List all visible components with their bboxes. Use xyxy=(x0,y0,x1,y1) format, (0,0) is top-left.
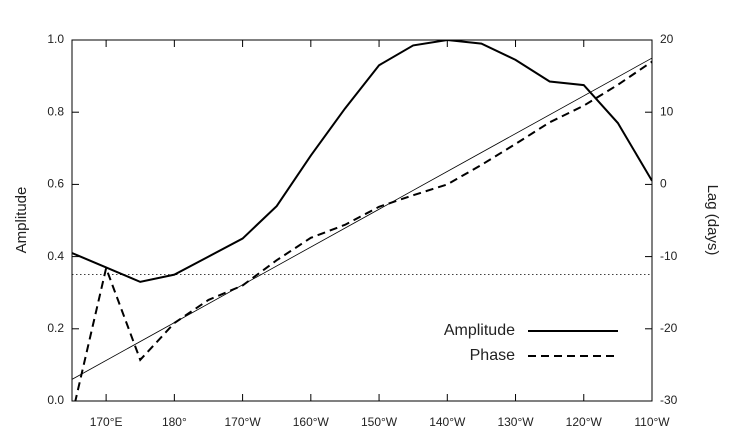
x-tick-label: 180° xyxy=(162,415,187,429)
reference-line xyxy=(72,57,652,380)
y2-axis-label: Lag (days) xyxy=(704,185,721,256)
y2-tick-label: 0 xyxy=(660,177,667,191)
y-tick-label: 0.0 xyxy=(47,393,64,407)
y-tick-label: 1.0 xyxy=(47,32,64,46)
plot-frame xyxy=(71,39,653,402)
x-tick-label: 160°W xyxy=(293,415,330,429)
x-tick-label: 110°W xyxy=(634,415,670,429)
series-line xyxy=(74,60,652,401)
y2-tick-label: -10 xyxy=(660,249,678,263)
x-tick-label: 130°W xyxy=(497,415,534,429)
legend-label: Amplitude xyxy=(444,322,515,339)
x-tick-label: 120°W xyxy=(566,415,603,429)
x-tick-label: 140°W xyxy=(429,415,466,429)
y-tick-label: 0.4 xyxy=(47,249,64,263)
y2-tick-label: 20 xyxy=(660,32,674,46)
y2-tick-label: -30 xyxy=(660,393,678,407)
x-tick-label: 150°W xyxy=(361,415,398,429)
series-line xyxy=(72,40,652,283)
legend-label: Phase xyxy=(470,347,515,364)
y2-tick-label: 10 xyxy=(660,104,674,118)
x-tick-label: 170°E xyxy=(90,415,123,429)
x-tick-label: 170°W xyxy=(225,415,262,429)
y-axis-label: Amplitude xyxy=(13,187,30,254)
y2-tick-label: -20 xyxy=(660,321,678,335)
plot-area xyxy=(72,40,652,401)
y-tick-label: 0.2 xyxy=(47,321,64,335)
y-tick-label: 0.6 xyxy=(47,177,64,191)
y-tick-label: 0.8 xyxy=(47,104,64,118)
